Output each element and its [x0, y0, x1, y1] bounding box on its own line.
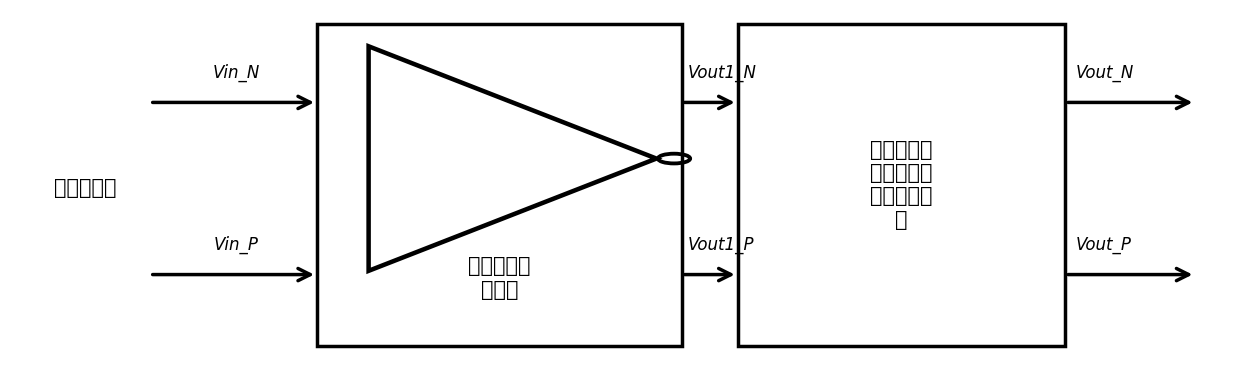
Text: Vin_P: Vin_P	[215, 236, 259, 254]
Text: Vout_N: Vout_N	[1075, 64, 1133, 82]
Text: 推挽反相放
大电路: 推挽反相放 大电路	[469, 256, 531, 300]
Text: Vout1_N: Vout1_N	[688, 64, 756, 82]
Bar	[317, 24, 682, 346]
Text: Vin_N: Vin_N	[213, 64, 260, 82]
Text: 增益提高型
套筒式共源
共栅放大电
路: 增益提高型 套筒式共源 共栅放大电 路	[870, 140, 932, 230]
Bar	[738, 24, 1065, 346]
Text: Vout_P: Vout_P	[1075, 236, 1131, 254]
Text: 差分输入端: 差分输入端	[55, 178, 117, 199]
Text: Vout1_P: Vout1_P	[688, 236, 755, 254]
